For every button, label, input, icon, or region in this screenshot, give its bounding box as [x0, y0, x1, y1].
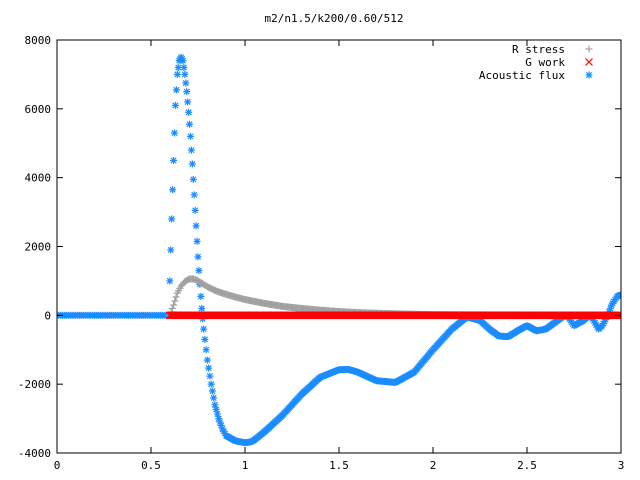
data-point	[166, 277, 174, 285]
x-tick-label: 1	[242, 459, 249, 472]
series-g-work	[165, 311, 621, 320]
data-point	[207, 380, 215, 388]
data-point	[168, 304, 176, 312]
data-point	[182, 79, 190, 87]
data-point	[169, 186, 177, 194]
x-tick-label: 0	[54, 459, 61, 472]
data-point	[195, 267, 203, 275]
legend-marker	[585, 71, 593, 79]
legend-label: G work	[525, 56, 565, 69]
data-point	[202, 346, 210, 354]
data-point	[197, 292, 205, 300]
data-point	[200, 325, 208, 333]
data-point	[181, 70, 189, 78]
x-tick-label: 2	[430, 459, 437, 472]
data-point	[212, 405, 220, 413]
legend-label: R stress	[512, 43, 565, 56]
data-point	[205, 364, 213, 372]
y-tick-label: 6000	[25, 103, 52, 116]
data-point	[172, 86, 180, 94]
data-point	[190, 191, 198, 199]
y-tick-label: 8000	[25, 34, 52, 47]
data-point	[211, 401, 219, 409]
data-point	[180, 64, 188, 72]
y-tick-label: 0	[44, 309, 51, 322]
series-acoustic-flux	[57, 53, 621, 447]
data-point	[617, 291, 621, 299]
data-point	[185, 108, 193, 116]
data-point	[179, 57, 187, 65]
data-point	[198, 304, 206, 312]
data-point	[210, 394, 218, 402]
data-point	[167, 246, 175, 254]
data-point	[187, 146, 195, 154]
data-point	[213, 410, 221, 418]
data-point	[186, 120, 194, 128]
x-tick-label: 1.5	[329, 459, 349, 472]
y-tick-label: -2000	[18, 378, 51, 391]
data-point	[189, 175, 197, 183]
data-point	[193, 237, 201, 245]
data-point	[173, 70, 181, 78]
data-point	[170, 156, 178, 164]
data-point	[171, 101, 179, 109]
data-point	[171, 297, 179, 305]
data-point	[184, 98, 192, 106]
data-point	[170, 301, 178, 309]
x-tick-label: 3	[618, 459, 625, 472]
data-point	[208, 387, 216, 395]
data-point	[201, 335, 209, 343]
data-point	[617, 311, 621, 320]
data-point	[206, 372, 214, 380]
axes: 0 0.5 1 1.5 2 2.5 3 -4000 -2000 0 2000 4000 6000 8000	[18, 34, 624, 472]
data-point	[191, 206, 199, 214]
data-point	[172, 293, 180, 301]
data-point	[168, 215, 176, 223]
data-point	[171, 129, 178, 137]
legend-marker	[585, 58, 593, 66]
chart-title: m2/n1.5/k200/0.60/512	[264, 12, 403, 25]
series-layer	[57, 53, 621, 447]
x-tick-label: 0.5	[141, 459, 161, 472]
y-tick-label: -4000	[18, 447, 51, 460]
legend-marker	[585, 45, 593, 53]
data-point	[183, 88, 191, 96]
plot-frame	[56, 39, 622, 454]
data-point	[186, 132, 194, 140]
data-point	[192, 222, 200, 230]
data-point	[203, 356, 211, 364]
y-tick-label: 2000	[25, 241, 52, 254]
legend-label: Acoustic flux	[479, 69, 565, 82]
y-tick-label: 4000	[25, 172, 52, 185]
x-tick-label: 2.5	[517, 459, 537, 472]
data-point	[194, 253, 202, 261]
plot-area	[57, 53, 621, 447]
data-point	[188, 160, 196, 168]
